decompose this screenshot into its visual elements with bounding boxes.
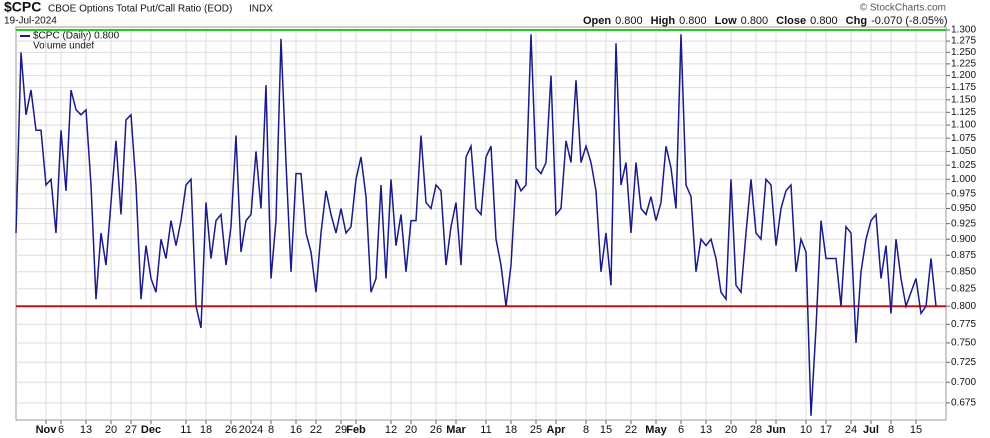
y-tick-label: 0.975 [951, 188, 976, 199]
y-tick-label: 0.825 [951, 283, 976, 294]
x-tick-label: 15 [910, 424, 922, 436]
x-tick-label: Jul [863, 424, 879, 436]
y-tick-label: 0.850 [951, 266, 976, 277]
x-tick-label: Apr [547, 424, 567, 436]
x-tick-label: 18 [505, 424, 517, 436]
x-tick-label: 25 [530, 424, 542, 436]
y-tick-label: 1.075 [951, 133, 976, 144]
x-tick-label: 26 [225, 424, 237, 436]
y-tick-label: 1.000 [951, 174, 976, 185]
stat-label: Low [715, 15, 737, 27]
y-tick-label: 1.125 [951, 107, 976, 118]
x-tick-label: 20 [105, 424, 117, 436]
x-tick-label: 27 [125, 424, 137, 436]
x-tick-label: 20 [725, 424, 737, 436]
y-tick-label: 1.150 [951, 94, 976, 105]
y-tick-label: 1.275 [951, 36, 976, 47]
x-tick-label: 13 [700, 424, 712, 436]
y-tick-label: 1.025 [951, 160, 976, 171]
y-tick-label: 0.925 [951, 218, 976, 229]
chart-title: CBOE Options Total Put/Call Ratio (EOD) [48, 4, 232, 15]
stat-label: Close [776, 15, 806, 27]
y-tick-label: 0.725 [951, 357, 976, 368]
stat-value: 0.800 [741, 15, 769, 27]
y-tick-label: 0.700 [951, 377, 976, 388]
x-tick-label: 11 [480, 424, 491, 436]
y-tick-label: 0.900 [951, 234, 976, 245]
y-tick-label: 0.750 [951, 338, 976, 349]
x-tick-label: 8 [888, 424, 894, 436]
x-tick-label: Nov [36, 424, 58, 436]
x-tick-label: 22 [310, 424, 322, 436]
x-tick-label: 24 [845, 424, 857, 436]
y-tick-label: 0.775 [951, 319, 976, 330]
stat-value: 0.800 [615, 15, 643, 27]
y-tick-label: 1.225 [951, 58, 976, 69]
x-tick-label: 22 [625, 424, 637, 436]
date: 19-Jul-2024 [4, 16, 57, 27]
stat-value: 0.800 [679, 15, 707, 27]
x-tick-label: 17 [820, 424, 832, 436]
x-tick-label: 10 [800, 424, 812, 436]
y-tick-label: 1.200 [951, 70, 976, 81]
exchange: INDX [249, 4, 273, 15]
x-tick-label: 2024 [239, 424, 263, 436]
stat-value: -0.070 (-8.05%) [871, 15, 947, 27]
x-tick-label: 28 [750, 424, 762, 436]
y-tick-label: 0.950 [951, 203, 976, 214]
y-tick-label: 1.175 [951, 82, 976, 93]
y-tick-label: 1.100 [951, 120, 976, 131]
x-tick-label: 18 [200, 424, 212, 436]
x-tick-label: 12 [385, 424, 397, 436]
legend-extra: Volume undef [33, 41, 94, 52]
x-tick-label: May [645, 424, 667, 436]
x-tick-label: 29 [335, 424, 347, 436]
stat-value: 0.800 [810, 15, 838, 27]
x-tick-label: 26 [430, 424, 442, 436]
stat-label: Open [583, 15, 611, 27]
x-tick-label: 8 [268, 424, 274, 436]
x-tick-label: Feb [346, 424, 366, 436]
stat-label: Chg [846, 15, 867, 27]
y-tick-label: 0.800 [951, 301, 976, 312]
x-tick-label: Dec [141, 424, 161, 436]
legend-label: $CPC (Daily) 0.800 [33, 31, 120, 42]
series-line [15, 34, 937, 416]
y-tick-label: 0.875 [951, 250, 976, 261]
x-tick-label: 6 [678, 424, 684, 436]
x-tick-label: 8 [583, 424, 589, 436]
y-tick-label: 0.675 [951, 398, 976, 409]
y-tick-label: 1.300 [951, 25, 976, 36]
stat-label: High [651, 15, 676, 27]
x-tick-label: 11 [180, 424, 191, 436]
x-tick-label: 6 [58, 424, 64, 436]
x-tick-label: 13 [80, 424, 92, 436]
x-tick-label: Jun [766, 424, 786, 436]
x-tick-label: Mar [446, 424, 466, 436]
credit: © StockCharts.com [860, 3, 946, 14]
y-tick-label: 1.250 [951, 47, 976, 58]
symbol: $CPC [4, 0, 41, 15]
x-tick-label: 20 [405, 424, 417, 436]
x-tick-label: 16 [290, 424, 302, 436]
x-tick-label: 15 [600, 424, 612, 436]
y-tick-label: 1.050 [951, 146, 976, 157]
